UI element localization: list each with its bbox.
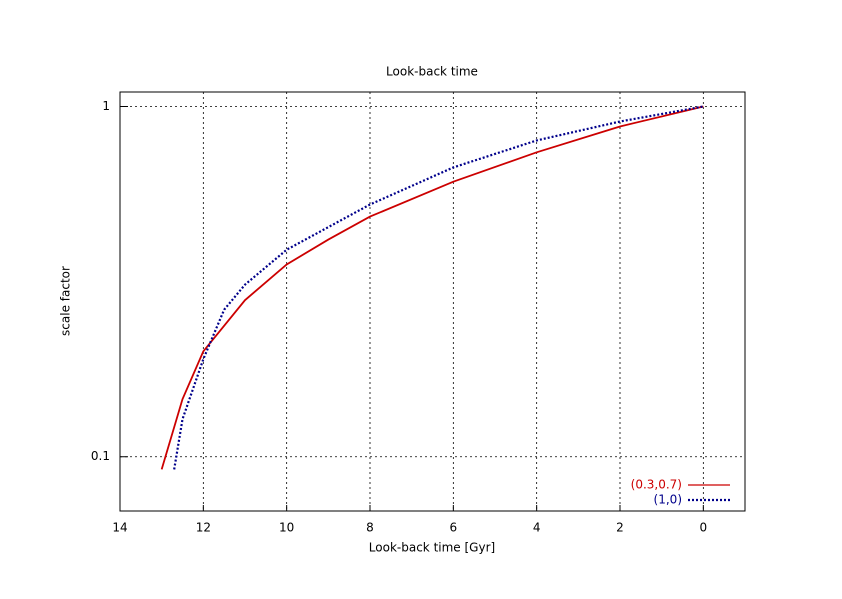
x-tick-label: 8 xyxy=(366,521,374,535)
x-tick-label: 12 xyxy=(196,521,211,535)
x-tick-label: 10 xyxy=(279,521,294,535)
y-tick-label: 1 xyxy=(102,99,110,113)
x-tick-label: 6 xyxy=(450,521,458,535)
series-line xyxy=(160,105,704,470)
x-axis-label: Look-back time [Gyr] xyxy=(369,541,495,555)
x-tick-label: 14 xyxy=(112,521,127,535)
x-tick-label: 0 xyxy=(700,521,708,535)
chart-title: Look-back time xyxy=(386,65,478,79)
y-axis-label: scale factor xyxy=(59,266,73,336)
x-tick-label: 4 xyxy=(533,521,541,535)
legend-label: (1,0) xyxy=(654,493,682,507)
x-tick-label: 2 xyxy=(616,521,624,535)
plot-frame xyxy=(119,91,746,512)
y-tick-label: 0.1 xyxy=(91,449,110,463)
series-line xyxy=(173,105,704,470)
legend-label: (0.3,0.7) xyxy=(631,478,682,492)
